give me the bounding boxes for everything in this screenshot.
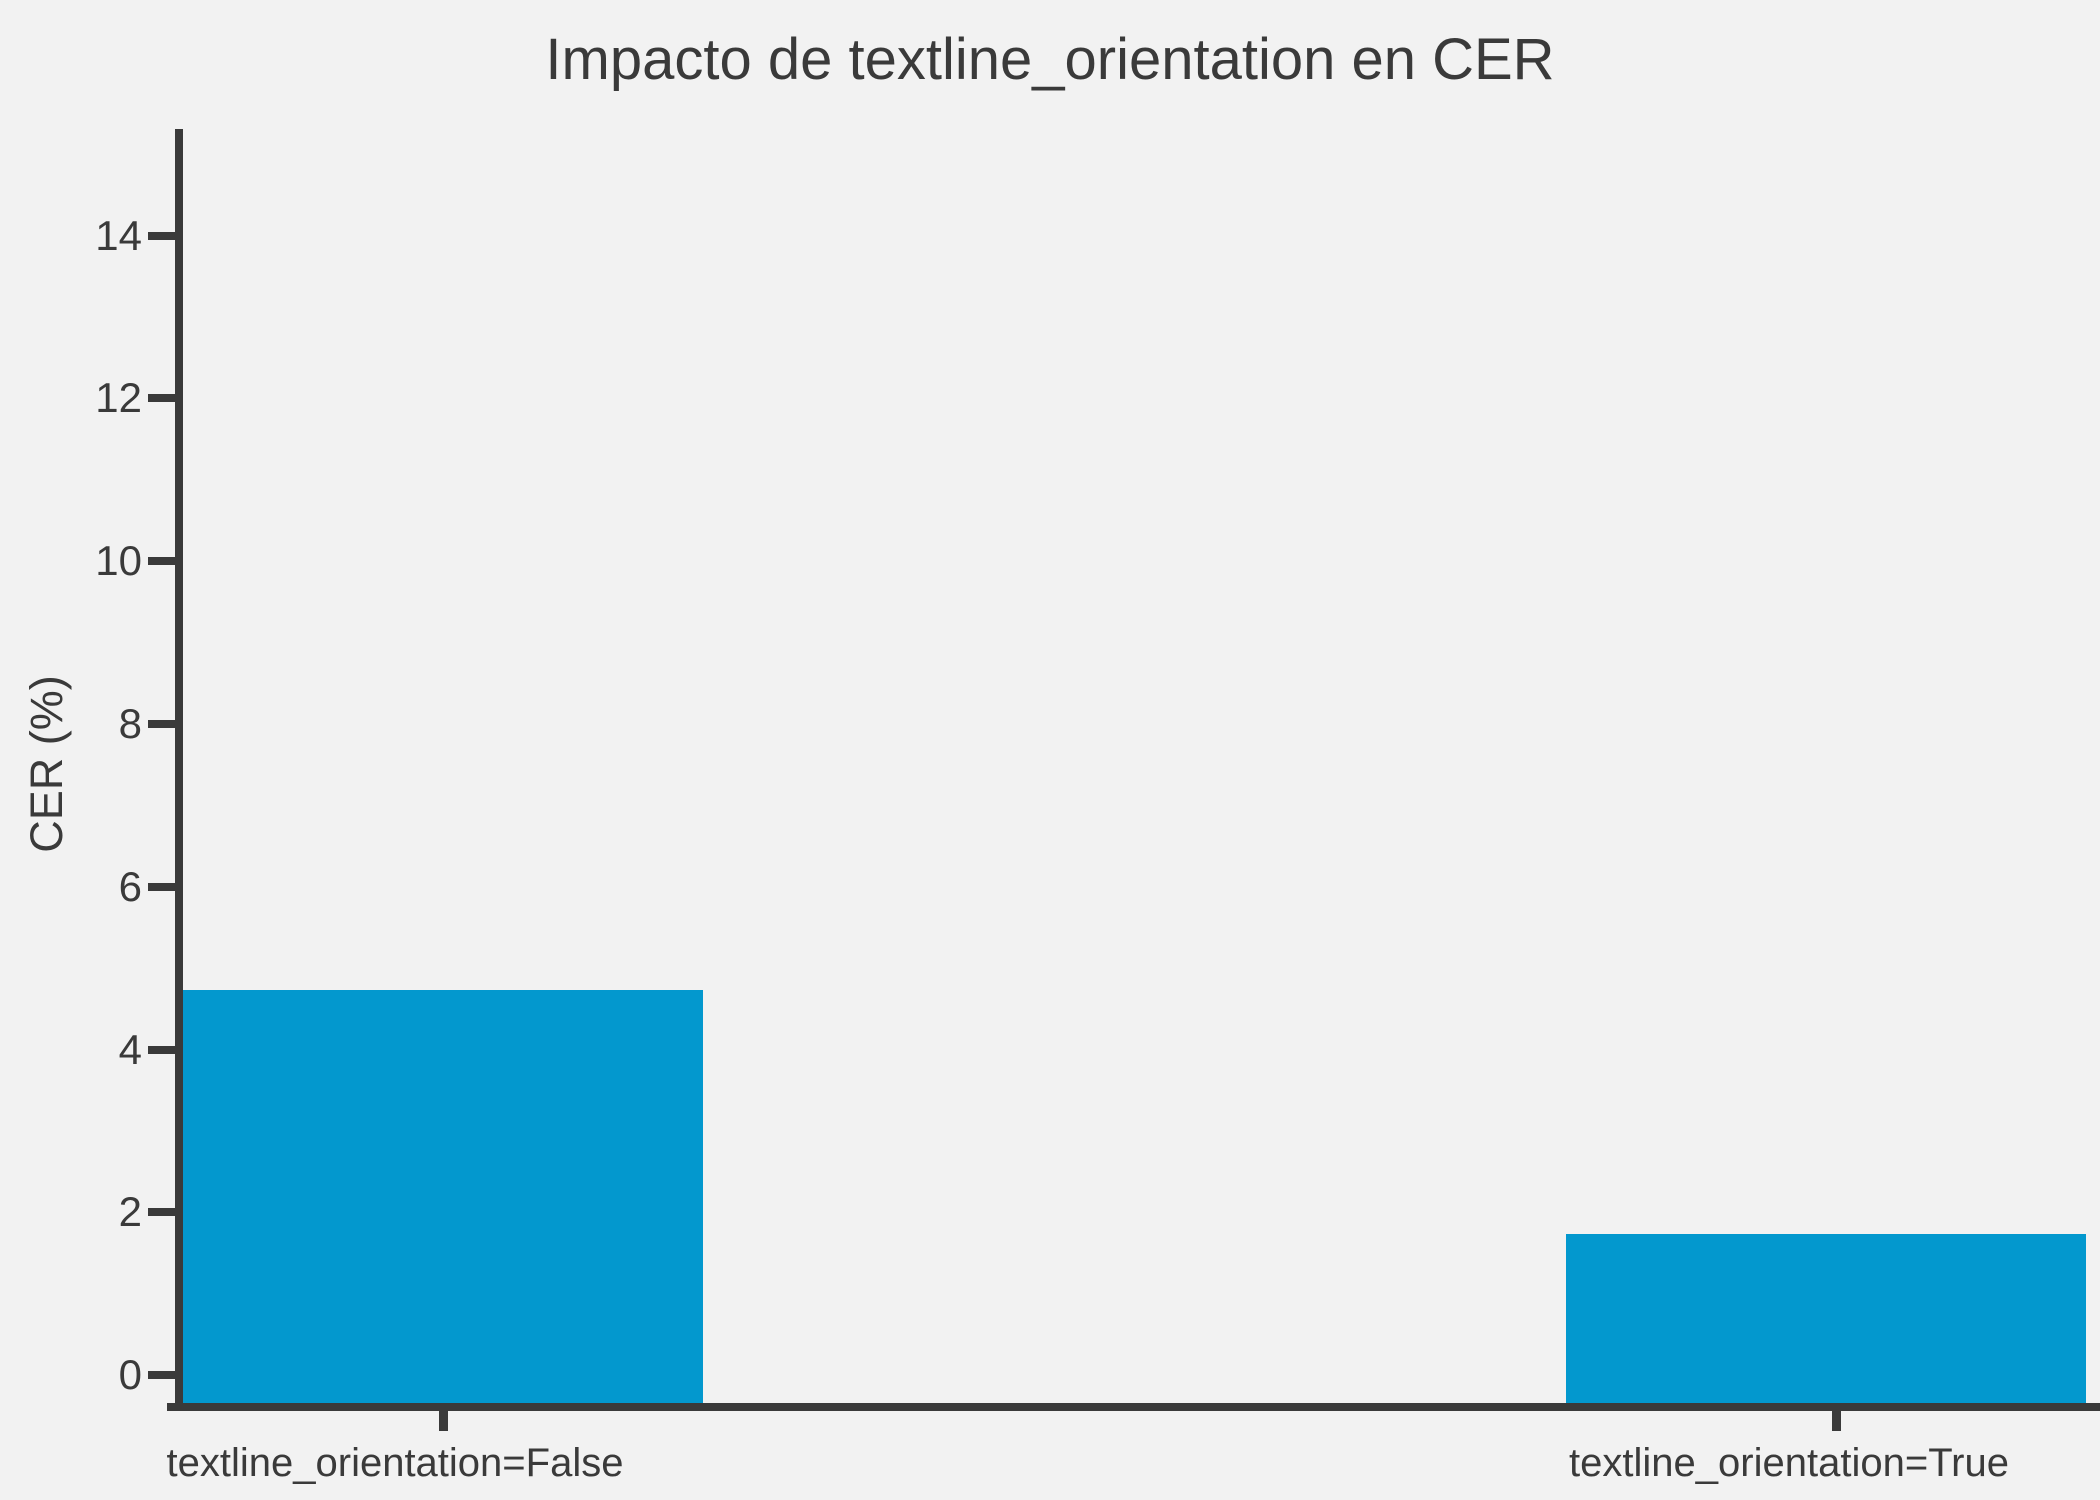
y-tick-mark [148, 557, 175, 566]
y-tick-label: 10 [95, 537, 142, 585]
x-tick-mark [439, 1411, 448, 1431]
y-tick-label: 8 [118, 700, 142, 747]
y-tick-label: 14 [95, 211, 142, 259]
y-tick-label: 4 [118, 1025, 142, 1073]
y-tick-mark [148, 1371, 175, 1380]
y-tick-mark [148, 231, 175, 240]
y-axis-label: CER (%) [21, 675, 72, 853]
y-axis-spine [175, 129, 183, 1411]
x-tick-label: textline_orientation=False [166, 1441, 624, 1485]
chart-title: Impacto de textline_orientation en CER [545, 27, 1555, 92]
y-tick-label: 6 [118, 862, 142, 910]
y-tick-label: 12 [95, 374, 142, 422]
bar-textline_orientation=False [183, 990, 703, 1411]
x-tick-label: textline_orientation=True [1569, 1441, 2009, 1485]
y-tick-mark [148, 720, 175, 728]
y-tick-label: 2 [118, 1188, 142, 1236]
x-tick-mark [1832, 1411, 1841, 1431]
bar-textline_orientation=True [1566, 1233, 2086, 1411]
y-tick-mark [148, 882, 175, 891]
y-tick-mark [148, 394, 175, 403]
y-tick-mark [148, 1208, 175, 1217]
y-tick-label: 0 [118, 1351, 142, 1399]
x-axis-spine [167, 1403, 2100, 1411]
y-tick-mark [148, 1045, 175, 1054]
